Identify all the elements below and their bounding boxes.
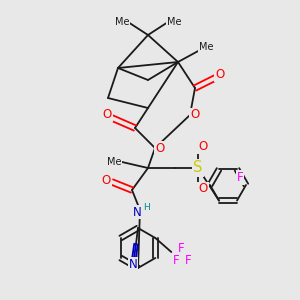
Text: O: O	[198, 182, 208, 196]
Text: O: O	[198, 140, 208, 154]
Text: O: O	[215, 68, 225, 82]
Text: Me: Me	[199, 42, 213, 52]
Text: F: F	[173, 254, 180, 268]
Text: O: O	[155, 142, 165, 154]
Text: Me: Me	[167, 17, 181, 27]
Text: O: O	[101, 173, 111, 187]
Text: O: O	[102, 109, 112, 122]
Text: F: F	[178, 242, 184, 254]
Text: N: N	[133, 206, 141, 218]
Text: Me: Me	[107, 157, 121, 167]
Text: F: F	[237, 171, 243, 184]
Text: H: H	[142, 202, 149, 211]
Text: F: F	[185, 254, 192, 268]
Text: S: S	[193, 160, 203, 175]
Text: N: N	[129, 257, 137, 271]
Text: Me: Me	[115, 17, 129, 27]
Text: O: O	[190, 109, 200, 122]
